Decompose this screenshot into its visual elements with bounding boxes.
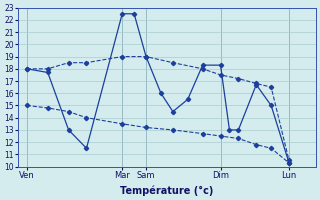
X-axis label: Température (°c): Température (°c) xyxy=(120,185,213,196)
